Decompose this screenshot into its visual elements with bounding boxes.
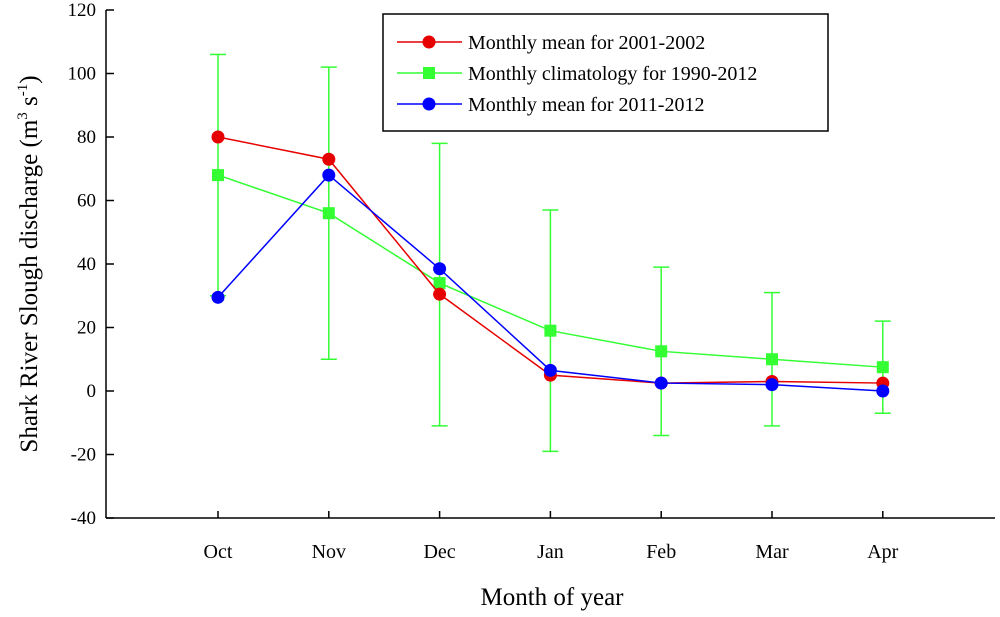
y-axis-title-sup2: -1: [15, 84, 31, 97]
series-2-point-1: [322, 168, 336, 182]
y-tick-label-0: -40: [71, 508, 96, 529]
y-ticks: -40 -20 0 20 40 60 80 100 120: [68, 0, 114, 529]
legend-label-1: Monthly climatology for 1990-2012: [468, 63, 757, 85]
series: [211, 130, 890, 398]
series-1-point-5: [766, 353, 778, 366]
y-axis-title-end: ): [16, 75, 43, 83]
series-0-point-2: [433, 287, 447, 301]
y-tick-label-5: 60: [77, 191, 96, 212]
y-tick-label-7: 100: [68, 64, 97, 85]
x-tick-label-dec: Dec: [423, 541, 455, 563]
series-0-point-1: [322, 152, 336, 166]
series-2-point-0: [211, 290, 225, 304]
series-0-point-0: [211, 130, 225, 144]
series-2-point-5: [765, 378, 779, 392]
legend-label-2: Monthly mean for 2011-2012: [468, 94, 704, 116]
x-tick-label-mar: Mar: [755, 541, 789, 563]
x-axis-title: Month of year: [480, 584, 624, 611]
y-axis-title: Shark River Slough discharge (m3 s-1): [15, 75, 43, 452]
x-tick-label-apr: Apr: [867, 541, 898, 563]
legend-marker-1: [423, 67, 435, 79]
y-tick-label-6: 80: [77, 127, 96, 148]
legend-marker-2: [422, 97, 436, 111]
series-2-point-4: [654, 376, 668, 390]
legend: Monthly mean for 2001-2002 Monthly clima…: [382, 13, 829, 132]
y-tick-label-2: 0: [87, 381, 97, 402]
x-tick-label-nov: Nov: [312, 541, 346, 563]
y-tick-label-8: 120: [68, 0, 97, 21]
series-1-point-0: [212, 169, 224, 182]
series-1-point-4: [655, 345, 668, 358]
x-tick-label-oct: Oct: [204, 541, 233, 563]
y-tick-label-1: -20: [71, 445, 96, 466]
x-tick-label-jan: Jan: [537, 541, 564, 563]
series-1-point-2: [433, 277, 446, 290]
y-tick-label-4: 40: [77, 254, 96, 275]
y-axis-title-sup1: 3: [15, 112, 31, 120]
x-ticks: Oct Nov Dec Jan Feb Mar Apr: [204, 511, 899, 563]
legend-label-0: Monthly mean for 2001-2002: [468, 32, 705, 54]
x-tick-label-feb: Feb: [646, 541, 676, 563]
series-2-point-3: [543, 363, 557, 377]
y-axis-title-text: Shark River Slough discharge (m: [16, 119, 43, 452]
series-2-point-2: [433, 262, 447, 276]
series-1-point-6: [876, 361, 889, 374]
series-1-point-1: [322, 207, 335, 220]
y-tick-label-3: 20: [77, 318, 96, 339]
series-1-point-3: [544, 324, 557, 337]
y-axis-title-mid: s: [16, 96, 43, 112]
legend-marker-0: [422, 35, 436, 49]
series-2-point-6: [876, 384, 890, 398]
